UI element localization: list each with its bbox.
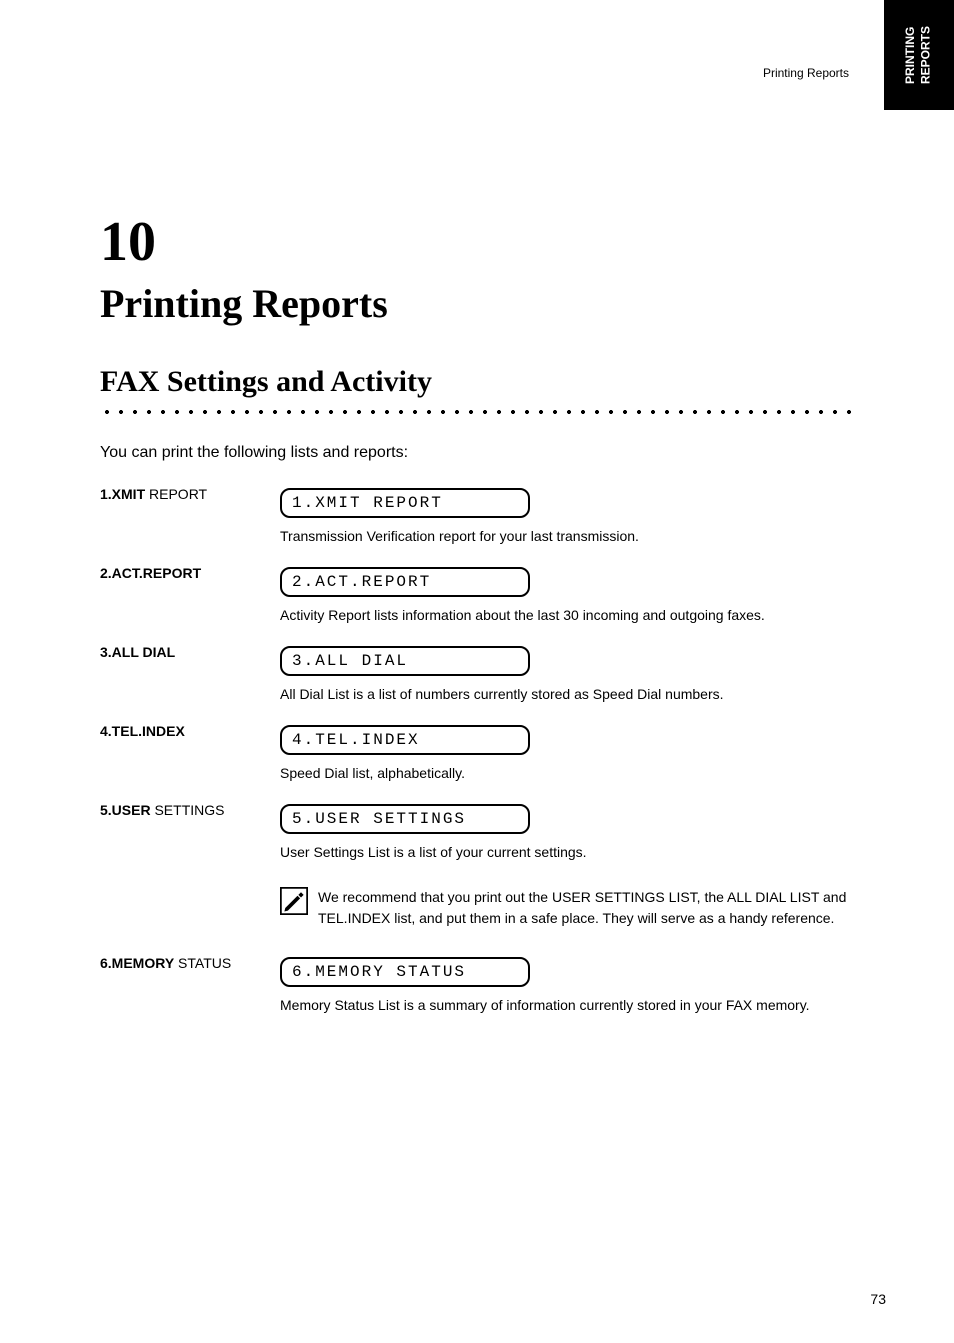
- report-item: 5.USER SETTINGS 5.USER SETTINGS User Set…: [100, 802, 860, 875]
- chapter-title: Printing Reports: [100, 280, 860, 327]
- report-item-key: 1.XMIT REPORT: [100, 486, 280, 502]
- side-tab: PRINTING REPORTS: [884, 0, 954, 110]
- report-item-content: 4.TEL.INDEX Speed Dial list, alphabetica…: [280, 723, 860, 796]
- lcd-display: 1.XMIT REPORT: [280, 488, 530, 518]
- report-item-content: 5.USER SETTINGS User Settings List is a …: [280, 802, 860, 875]
- report-item-desc: All Dial List is a list of numbers curre…: [280, 684, 860, 705]
- lcd-display: 6.MEMORY STATUS: [280, 957, 530, 987]
- page-number: 73: [870, 1291, 886, 1307]
- intro-paragraph: You can print the following lists and re…: [100, 441, 860, 466]
- report-item-content: 3.ALL DIAL All Dial List is a list of nu…: [280, 644, 860, 717]
- report-item: 3.ALL DIAL 3.ALL DIAL All Dial List is a…: [100, 644, 860, 717]
- lcd-display: 4.TEL.INDEX: [280, 725, 530, 755]
- report-item-desc: Activity Report lists information about …: [280, 605, 860, 626]
- report-item-key: 4.TEL.INDEX: [100, 723, 280, 739]
- note-text: We recommend that you print out the USER…: [318, 887, 860, 929]
- report-item-key: 5.USER SETTINGS: [100, 802, 280, 818]
- report-item: 2.ACT.REPORT 2.ACT.REPORT Activity Repor…: [100, 565, 860, 638]
- note-box: We recommend that you print out the USER…: [280, 887, 860, 929]
- report-item-content: 6.MEMORY STATUS Memory Status List is a …: [280, 955, 860, 1028]
- report-item-key: 3.ALL DIAL: [100, 644, 280, 660]
- report-item-content: 2.ACT.REPORT Activity Report lists infor…: [280, 565, 860, 638]
- lcd-display: 2.ACT.REPORT: [280, 567, 530, 597]
- pencil-note-icon: [280, 887, 308, 915]
- chapter-number: 10: [100, 210, 860, 274]
- report-item-key: 2.ACT.REPORT: [100, 565, 280, 581]
- report-item: 6.MEMORY STATUS 6.MEMORY STATUS Memory S…: [100, 955, 860, 1028]
- report-item: 1.XMIT REPORT 1.XMIT REPORT Transmission…: [100, 486, 860, 559]
- report-item-key: 6.MEMORY STATUS: [100, 955, 280, 971]
- section-title: FAX Settings and Activity: [100, 365, 860, 399]
- report-item-content: 1.XMIT REPORT Transmission Verification …: [280, 486, 860, 559]
- section-dotted-rule: [100, 409, 860, 415]
- report-item-desc: Memory Status List is a summary of infor…: [280, 995, 860, 1016]
- note-row: We recommend that you print out the USER…: [100, 881, 860, 949]
- lcd-display: 3.ALL DIAL: [280, 646, 530, 676]
- lcd-display: 5.USER SETTINGS: [280, 804, 530, 834]
- running-header: Printing Reports: [763, 66, 849, 80]
- report-item-desc: Transmission Verification report for you…: [280, 526, 860, 547]
- chapter-body: 10 Printing Reports FAX Settings and Act…: [100, 210, 860, 1034]
- side-tab-text: PRINTING REPORTS: [903, 0, 934, 110]
- report-item: 4.TEL.INDEX 4.TEL.INDEX Speed Dial list,…: [100, 723, 860, 796]
- note-content: We recommend that you print out the USER…: [280, 881, 860, 949]
- report-item-desc: User Settings List is a list of your cur…: [280, 842, 860, 863]
- report-item-desc: Speed Dial list, alphabetically.: [280, 763, 860, 784]
